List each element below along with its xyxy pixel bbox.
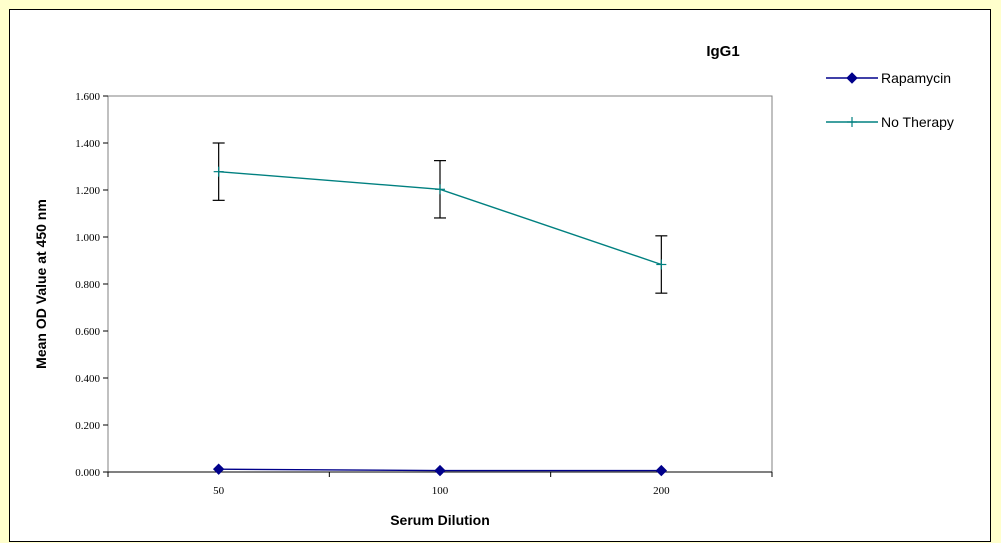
y-tick-label: 1.000 bbox=[75, 232, 100, 244]
x-tick-label: 100 bbox=[432, 485, 449, 497]
y-tick-label: 0.400 bbox=[75, 373, 100, 385]
legend-marker-no-therapy bbox=[847, 117, 857, 127]
data-point-no-therapy bbox=[435, 184, 445, 195]
y-tick-label: 0.600 bbox=[75, 326, 100, 338]
legend-label-no-therapy: No Therapy bbox=[881, 114, 954, 130]
x-axis-label: Serum Dilution bbox=[390, 512, 490, 528]
y-axis: 0.000 0.200 0.400 0.600 0.800 1.000 1.200 1.400… bbox=[75, 91, 108, 479]
x-tick-label: 50 bbox=[213, 485, 225, 497]
y-tick-label: 1.600 bbox=[75, 91, 100, 103]
legend-marker-rapamycin bbox=[846, 72, 858, 84]
y-axis-label: Mean OD Value at 450 nm bbox=[33, 199, 49, 369]
data-point-rapamycin bbox=[434, 464, 446, 477]
legend: Rapamycin No Therapy bbox=[826, 70, 954, 130]
y-tick-label: 0.200 bbox=[75, 420, 100, 432]
y-tick-label: 1.200 bbox=[75, 185, 100, 197]
legend-item-rapamycin: Rapamycin bbox=[826, 70, 951, 86]
y-tick-label: 1.400 bbox=[75, 138, 100, 150]
series-no-therapy bbox=[212, 142, 668, 294]
y-tick-label: 0.000 bbox=[75, 467, 100, 479]
chart-title: IgG1 bbox=[706, 43, 739, 60]
legend-label-rapamycin: Rapamycin bbox=[881, 70, 951, 86]
data-point-no-therapy bbox=[213, 166, 224, 177]
data-point-no-therapy bbox=[656, 259, 667, 270]
plot-area bbox=[107, 95, 773, 473]
x-tick-label: 200 bbox=[653, 485, 670, 497]
data-point-rapamycin bbox=[212, 463, 225, 475]
chart-svg: IgG1 0.000 0.200 0.400 0.600 0.800 1.000 1.200… bbox=[33, 43, 954, 528]
legend-item-no-therapy: No Therapy bbox=[826, 114, 954, 130]
chart-area: IgG1 0.000 0.200 0.400 0.600 0.800 1.000 1.200… bbox=[9, 9, 991, 542]
series-layer bbox=[212, 142, 668, 477]
series-rapamycin bbox=[212, 463, 668, 477]
data-point-rapamycin bbox=[655, 464, 668, 477]
y-tick-label: 0.800 bbox=[75, 279, 100, 291]
